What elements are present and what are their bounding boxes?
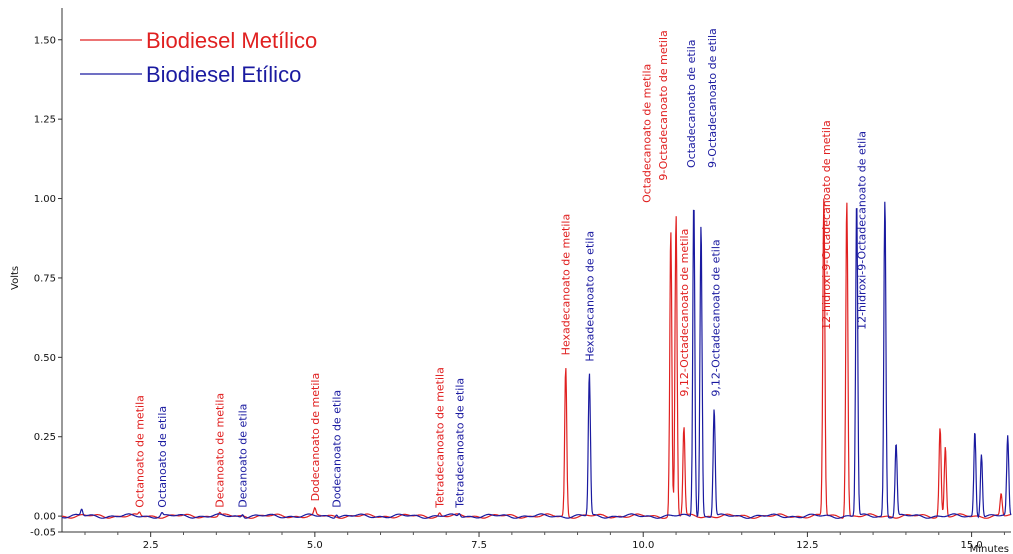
peak-label: Tetradecanoato de metila: [434, 367, 447, 509]
y-tick-label: 0.50: [34, 353, 56, 364]
x-tick-label: 12.5: [796, 540, 818, 551]
y-tick-label: 0.25: [34, 432, 56, 443]
peak-label: Octanoato de metila: [133, 395, 146, 508]
peak-label: 12-hidroxi-9-Octadecanoato de metila: [820, 120, 833, 330]
peak-label: Hexadecanoato de metila: [560, 214, 573, 356]
peak-label: Octadecanoato de metila: [641, 64, 654, 203]
y-tick-label: -0.05: [30, 528, 56, 539]
x-tick-label: 10.0: [632, 540, 654, 551]
peak-label: Dodecanoato de metila: [309, 373, 322, 502]
peak-label: Octanoato de etila: [156, 406, 169, 508]
legend-label: Biodiesel Etílico: [146, 62, 301, 87]
y-tick-label: 0.75: [34, 273, 56, 284]
peak-label: 9-Octadecanoato de etila: [706, 28, 719, 168]
legend-box: [66, 16, 376, 104]
peak-label: 9,12-Octadecanoato de metila: [678, 229, 691, 397]
x-tick-label: 7.5: [471, 540, 487, 551]
peak-label: Dodecanoato de etila: [331, 390, 344, 508]
x-axis-title: Minutes: [970, 544, 1009, 554]
trace-series-2: [61, 201, 1012, 519]
peak-label: 12-hidroxi-9-Octadecanoato de etila: [855, 131, 868, 330]
x-tick-label: 2.5: [143, 540, 159, 551]
peak-label: Octadecanoato de etila: [685, 39, 698, 167]
peak-label: 9,12-Octadecanoato de etila: [709, 239, 722, 396]
peak-label: 9-Octadecanoato de metila: [657, 30, 670, 180]
x-tick-label: 15.0: [960, 540, 982, 551]
peak-label: Hexadecanoato de etila: [583, 231, 596, 362]
peak-label: Decanoato de metila: [214, 393, 227, 508]
y-tick-label: 0.00: [34, 512, 56, 523]
y-axis-title: Volts: [10, 266, 21, 290]
peak-label: Tetradecanoato de etila: [453, 378, 466, 509]
y-tick-label: 1.50: [34, 35, 56, 46]
x-tick-label: 5.0: [307, 540, 323, 551]
y-tick-label: 1.00: [34, 194, 56, 205]
y-tick-label: 1.25: [34, 115, 56, 126]
peak-label: Decanoato de etila: [237, 404, 250, 508]
legend-label: Biodiesel Metílico: [146, 28, 317, 53]
